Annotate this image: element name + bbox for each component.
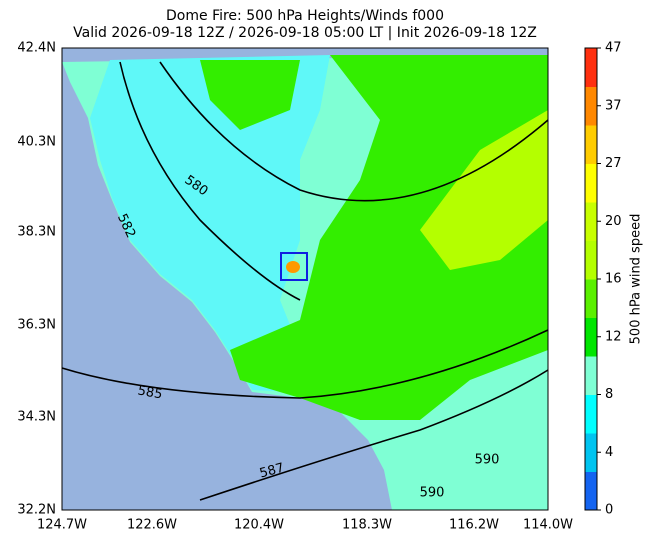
contour-label: 590 xyxy=(420,486,445,501)
colorbar-band xyxy=(585,279,597,318)
lon-tick-label: 116.2W xyxy=(449,518,499,533)
colorbar-tick-label: 27 xyxy=(605,156,622,171)
colorbar-band xyxy=(585,433,597,472)
colorbar-tick-label: 20 xyxy=(605,214,622,229)
wind-band xyxy=(200,60,300,130)
colorbar-tick-label: 4 xyxy=(605,445,613,460)
contour xyxy=(61,329,549,399)
lat-ticks: 42.4N 40.3N 38.3N 36.3N 34.3N 32.2N xyxy=(17,41,56,518)
colorbar-tick-label: 16 xyxy=(605,272,622,287)
contour-label: 590 xyxy=(475,453,500,468)
map: 580 582 585 587 590 590 xyxy=(61,47,549,511)
colorbar-band xyxy=(585,163,597,203)
contour xyxy=(159,61,549,202)
fire-area xyxy=(286,261,300,273)
map-frame xyxy=(61,47,549,511)
colorbar-tick-label: 12 xyxy=(605,329,622,344)
lon-tick-label: 118.3W xyxy=(342,518,392,533)
lat-tick-label: 38.3N xyxy=(17,225,56,240)
colorbar-tick-label: 8 xyxy=(605,387,613,402)
wind-band xyxy=(420,110,548,270)
lat-tick-label: 42.4N xyxy=(17,41,56,56)
fire-box xyxy=(280,252,308,281)
colorbar-band xyxy=(585,356,597,395)
colorbar-band xyxy=(585,394,597,434)
colorbar-band xyxy=(585,240,597,280)
lon-tick-label: 120.4W xyxy=(234,518,284,533)
colorbar-band xyxy=(585,125,597,164)
colorbar-tick-label: 47 xyxy=(605,41,622,56)
colorbar-label: 500 hPa wind speed xyxy=(629,214,644,345)
lat-tick-label: 40.3N xyxy=(17,135,56,150)
contour-label: 587 xyxy=(258,461,286,482)
colorbar-tick-label: 37 xyxy=(605,98,622,113)
title-line: Valid 2026-09-18 12Z / 2026-09-18 05:00 … xyxy=(73,25,537,41)
contour-label: 585 xyxy=(136,383,163,402)
colorbar-band xyxy=(585,202,597,241)
lat-tick-label: 36.3N xyxy=(17,318,56,333)
colorbar-band xyxy=(585,471,597,511)
colorbar-band xyxy=(585,48,597,87)
lat-tick-label: 32.2N xyxy=(17,503,56,518)
colorbar-tick-label: 0 xyxy=(605,503,613,518)
lat-tick-label: 34.3N xyxy=(17,410,56,425)
wind-band xyxy=(90,55,330,392)
colorbar-band xyxy=(585,317,597,357)
contour xyxy=(119,61,301,301)
contour xyxy=(199,369,549,501)
wind-band xyxy=(230,55,548,420)
lon-tick-label: 124.7W xyxy=(37,518,87,533)
lon-ticks: 124.7W 122.6W 120.4W 118.3W 116.2W 114.0… xyxy=(37,518,573,533)
colorbar-band xyxy=(585,86,597,126)
colorbar: 0 4 8 12 16 20 27 37 47 xyxy=(584,41,622,518)
lon-tick-label: 122.6W xyxy=(127,518,177,533)
title-line: Dome Fire: 500 hPa Heights/Winds f000 xyxy=(166,8,444,24)
lon-tick-label: 114.0W xyxy=(523,518,573,533)
